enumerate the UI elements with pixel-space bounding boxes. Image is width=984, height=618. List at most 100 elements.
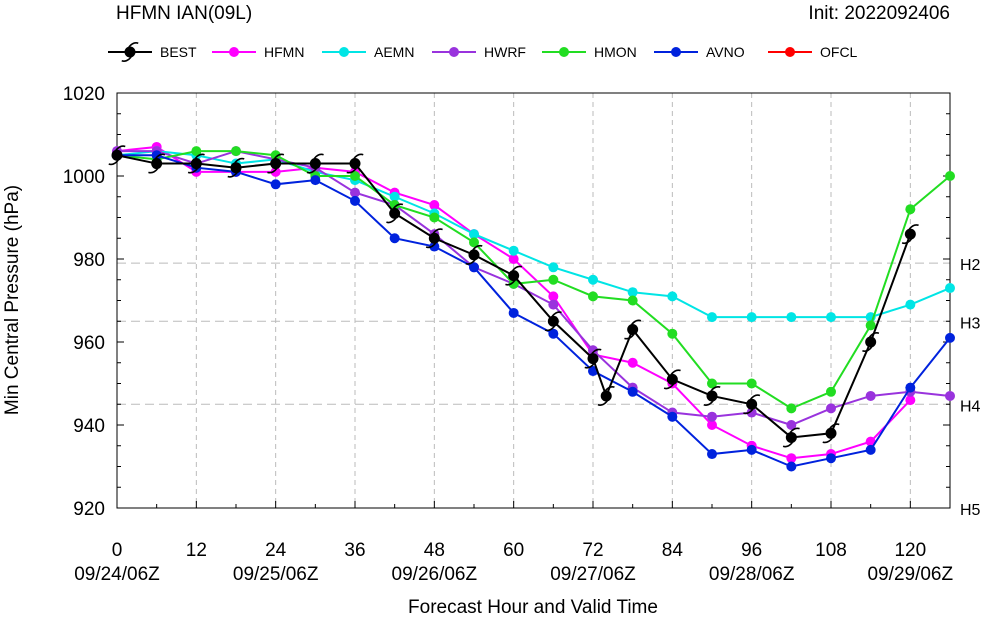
data-point-hfmn <box>627 357 638 368</box>
data-point-hmon <box>548 274 559 285</box>
x-tick-label: 120 <box>894 540 926 561</box>
y-tick-label: 1000 <box>63 167 105 188</box>
y-tick-label: 980 <box>73 250 105 271</box>
x-date-label: 09/27/06Z <box>550 564 636 585</box>
data-point-aemn <box>627 287 638 298</box>
data-point-best <box>425 228 443 249</box>
data-point-hfmn <box>270 166 281 177</box>
x-tick-label: 36 <box>344 540 365 561</box>
data-point-aemn <box>826 312 836 323</box>
x-date-label: 09/25/06Z <box>233 564 319 585</box>
data-point-hmon <box>350 171 360 181</box>
legend-item-hmon: HMON <box>542 44 637 60</box>
reference-label: H4 <box>960 398 981 415</box>
legend-label: OFCL <box>820 44 858 60</box>
chart-title: HFMN IAN(09L) <box>116 3 252 24</box>
data-point-hfmn <box>508 254 519 264</box>
data-point-hmon <box>826 386 836 397</box>
x-axis-label: Forecast Hour and Valid Time <box>408 597 658 618</box>
data-point-avno <box>945 332 955 343</box>
data-point-best <box>901 224 919 245</box>
data-point-aemn <box>746 312 757 323</box>
series-line-hwrf <box>117 150 951 427</box>
data-point-aemn <box>905 299 916 310</box>
data-point-best <box>663 369 681 390</box>
data-point-avno <box>786 461 797 472</box>
x-date-label: 09/28/06Z <box>709 564 795 585</box>
x-date-label: 09/24/06Z <box>74 564 160 585</box>
y-axis-label: Min Central Pressure (hPa) <box>2 185 23 415</box>
data-point-best <box>227 157 245 178</box>
data-point-hwrf <box>786 420 797 430</box>
data-point-avno <box>746 444 757 455</box>
series-line-avno <box>117 154 951 468</box>
data-point-hfmn <box>865 436 876 447</box>
legend-item-hwrf: HWRF <box>432 44 526 60</box>
series-hmon <box>112 146 955 414</box>
series-line-best <box>116 154 912 439</box>
x-tick-label: 84 <box>662 540 684 561</box>
data-point-hmon <box>945 171 955 181</box>
data-point-hmon <box>429 212 440 223</box>
data-point-aemn <box>469 229 479 240</box>
data-point-avno <box>389 233 400 244</box>
data-point-best <box>148 153 166 174</box>
series-line-aemn <box>116 150 951 319</box>
x-tick-label: 96 <box>741 540 762 561</box>
axes: 0 12 24 36 48 60 72 84 96 108 120 09/24/06Z 09/25/06… <box>63 84 954 585</box>
data-point-hwrf <box>945 390 955 401</box>
legend-label: AVNO <box>706 44 745 60</box>
x-date-label: 09/29/06Z <box>868 564 954 585</box>
data-point-avno <box>707 449 717 460</box>
data-point-avno <box>627 386 638 397</box>
data-point-hmon <box>191 146 202 157</box>
data-point-avno <box>350 195 360 206</box>
data-point-avno <box>508 307 519 318</box>
data-point-best <box>465 244 483 265</box>
intensity-reference-lines: H2 H3 H4 H5 <box>117 257 981 519</box>
data-point-aemn <box>508 245 519 256</box>
x-tick-label: 60 <box>503 540 524 561</box>
x-tick-label: 0 <box>112 540 123 561</box>
data-point-aemn <box>945 283 955 294</box>
legend-swatch-marker <box>121 42 139 62</box>
legend-label: BEST <box>160 44 197 60</box>
reference-label: H3 <box>960 315 981 332</box>
legend: BEST HFMN AEMN HWRF HMON AVNO OFCL <box>108 42 858 62</box>
data-point-hmon <box>270 150 281 161</box>
data-point-hwrf <box>826 403 836 414</box>
data-point-hmon <box>508 278 519 289</box>
legend-item-ofcl: OFCL <box>768 44 858 60</box>
data-point-hfmn <box>429 200 440 211</box>
data-point-hmon <box>786 403 797 414</box>
series-line-hmon <box>116 150 951 410</box>
data-point-best <box>505 265 523 286</box>
data-point-best <box>624 319 642 340</box>
legend-label: HWRF <box>484 44 526 60</box>
data-point-best <box>743 394 761 415</box>
data-point-hmon <box>588 291 598 302</box>
data-point-hmon <box>231 146 241 157</box>
series-group <box>108 141 955 472</box>
x-tick-label: 108 <box>815 540 847 561</box>
reference-label: H5 <box>960 502 981 519</box>
data-point-aemn <box>786 312 797 323</box>
legend-swatch-marker <box>671 47 681 57</box>
data-point-avno <box>548 328 559 339</box>
series-avno <box>112 150 955 472</box>
legend-label: HFMN <box>264 44 304 60</box>
data-point-best <box>306 153 324 174</box>
data-point-hmon <box>389 200 400 211</box>
data-point-avno <box>667 411 678 422</box>
y-tick-label: 940 <box>73 416 105 437</box>
data-point-best <box>822 423 840 444</box>
x-tick-label: 24 <box>265 540 287 561</box>
data-point-hmon <box>746 378 757 389</box>
data-point-avno <box>905 382 916 393</box>
legend-item-avno: AVNO <box>654 44 745 60</box>
data-point-hwrf <box>707 411 717 422</box>
data-point-best <box>346 153 364 174</box>
data-point-hfmn <box>786 453 797 464</box>
legend-item-aemn: AEMN <box>322 44 414 60</box>
x-tick-label: 12 <box>186 540 207 561</box>
